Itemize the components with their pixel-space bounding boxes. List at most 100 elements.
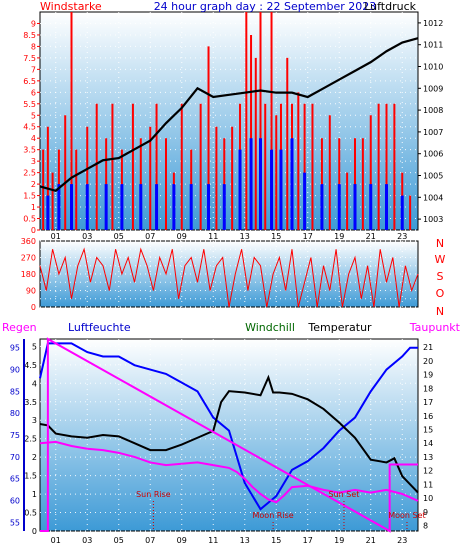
wind-tick-label: 1.5: [23, 192, 36, 201]
compass-label: S: [437, 270, 444, 283]
wind-tick-label: 8.5: [23, 31, 36, 40]
rain-tick-label: 4: [32, 379, 37, 388]
humidity-tick-label: 85: [10, 387, 20, 396]
compass-label: O: [436, 287, 445, 300]
temperature-tick-label: 9: [423, 508, 428, 517]
marks-layer: [39, 12, 419, 533]
hour-tick-label: 17: [303, 232, 313, 241]
wind-tick-label: 0: [31, 226, 36, 235]
wind-tick-label: 2.5: [23, 169, 36, 178]
rain-tick-label: 5: [32, 342, 37, 351]
rain-tick-label: 2: [32, 453, 37, 462]
pressure-tick-label: 1008: [423, 106, 443, 115]
wind-tick-label: 6: [31, 88, 36, 97]
rain-tick-label: 1: [32, 490, 37, 499]
hour-tick-label: 11: [208, 536, 218, 545]
hour-tick-label: 15: [271, 232, 281, 241]
rain-tick-label: 4.5: [24, 361, 37, 370]
hour-tick-label: 23: [397, 232, 407, 241]
temperature-tick-label: 13: [423, 453, 433, 462]
temperature-tick-label: 18: [423, 384, 433, 393]
direction-tick-label: 180: [21, 270, 36, 279]
pressure-tick-label: 1010: [423, 63, 443, 72]
direction-tick-label: 270: [21, 254, 36, 263]
hour-tick-label: 15: [271, 536, 281, 545]
hour-tick-label: 01: [51, 536, 61, 545]
hour-tick-label: 19: [334, 232, 344, 241]
hour-tick-label: 21: [366, 536, 376, 545]
pressure-tick-label: 1006: [423, 150, 443, 159]
temperature-tick-label: 11: [423, 480, 433, 489]
pressure-tick-label: 1007: [423, 128, 443, 137]
humidity-tick-label: 90: [10, 366, 20, 375]
pressure-tick-label: 1012: [423, 19, 443, 28]
wind-tick-label: 9: [31, 19, 36, 28]
hour-tick-label: 07: [145, 232, 155, 241]
event-label: Sun Set: [329, 490, 360, 499]
compass-label: N: [436, 305, 444, 318]
temperature-tick-label: 19: [423, 371, 433, 380]
wind-tick-label: 6.5: [23, 77, 36, 86]
hour-tick-label: 19: [334, 536, 344, 545]
rain-label: Regen: [2, 321, 37, 334]
humidity-tick-label: 70: [10, 453, 20, 462]
humidity-tick-label: 55: [10, 518, 20, 527]
temperature-tick-label: 12: [423, 467, 433, 476]
climate-panel: [39, 338, 419, 532]
hour-tick-label: 21: [366, 232, 376, 241]
temperature-tick-label: 17: [423, 398, 433, 407]
wind-tick-label: 3.5: [23, 146, 36, 155]
direction-tick-label: 90: [26, 287, 36, 296]
rain-tick-label: 0: [32, 527, 37, 536]
temperature-label: Temperatur: [307, 321, 372, 334]
hour-tick-label: 13: [240, 536, 250, 545]
rain-line: [40, 337, 418, 533]
wind-tick-label: 5: [31, 111, 36, 120]
humidity-tick-label: 60: [10, 496, 20, 505]
hour-tick-label: 23: [397, 536, 407, 545]
hour-tick-label: 07: [145, 536, 155, 545]
compass-label: W: [435, 253, 446, 266]
dewpoint-line: [39, 440, 419, 504]
hour-tick-label: 17: [303, 536, 313, 545]
wind-tick-label: 4: [31, 134, 36, 143]
temperature-tick-label: 15: [423, 426, 433, 435]
wind-tick-label: 0.5: [23, 215, 36, 224]
temperature-tick-label: 21: [423, 343, 433, 352]
pressure-tick-label: 1003: [423, 215, 443, 224]
humidity-tick-label: 80: [10, 409, 20, 418]
temperature-tick-label: 10: [423, 494, 433, 503]
hour-tick-label: 05: [114, 232, 124, 241]
compass-label: N: [436, 237, 444, 250]
hour-tick-label: 05: [114, 536, 124, 545]
wind-tick-label: 3: [31, 157, 36, 166]
hour-tick-label: 11: [208, 232, 218, 241]
event-label: Moon Rise: [253, 511, 294, 520]
pressure-tick-label: 1011: [423, 41, 443, 50]
pressure-axis-label: Luftdruck: [364, 0, 416, 13]
pressure-tick-label: 1005: [423, 172, 443, 181]
rain-tick-label: 3.5: [24, 398, 37, 407]
wind-tick-label: 7: [31, 65, 36, 74]
windchill-label: Windchill: [245, 321, 295, 334]
dewpoint-label: Taupunkt: [409, 321, 461, 334]
wind-tick-label: 1: [31, 203, 36, 212]
chart-title: 24 hour graph day : 22 September 2023: [154, 0, 377, 13]
hour-tick-label: 03: [82, 536, 92, 545]
hour-tick-label: 13: [240, 232, 250, 241]
humidity-label: Luftfeuchte: [68, 321, 131, 334]
temperature-tick-label: 20: [423, 357, 433, 366]
event-label: Sun Rise: [136, 490, 171, 499]
wind-axis-label: Windstarke: [40, 0, 102, 13]
humidity-tick-label: 65: [10, 475, 20, 484]
rain-tick-label: 1.5: [24, 472, 37, 481]
wind-tick-label: 4.5: [23, 123, 36, 132]
hour-tick-label: 09: [177, 232, 187, 241]
hour-tick-label: 09: [177, 536, 187, 545]
temperature-tick-label: 8: [423, 522, 428, 531]
rain-tick-label: 3: [32, 416, 37, 425]
hour-tick-label: 01: [51, 232, 61, 241]
wind-tick-label: 2: [31, 180, 36, 189]
temperature-tick-label: 16: [423, 412, 433, 421]
